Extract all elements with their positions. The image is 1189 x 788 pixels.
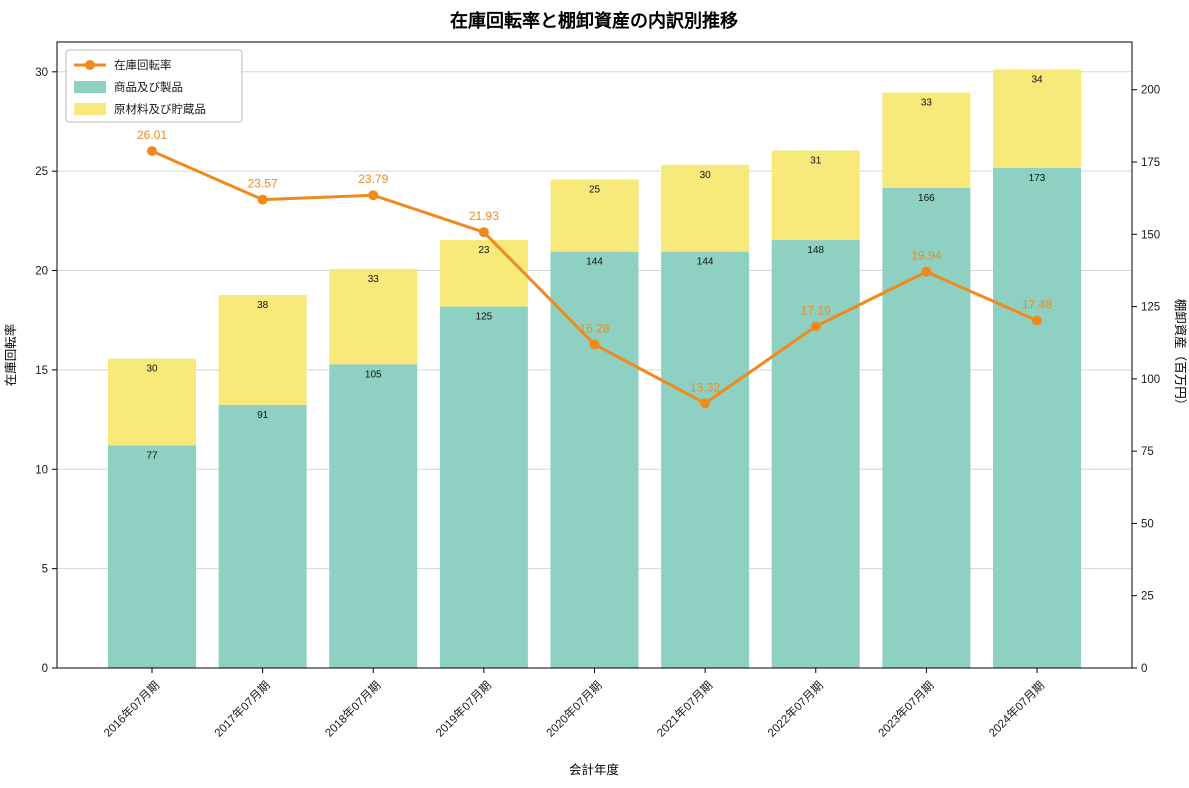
y-tick-label-left: 10 (35, 464, 48, 476)
line-value-label: 21.93 (469, 209, 499, 223)
line-value-label: 19.94 (911, 249, 941, 263)
bar-value-label: 38 (257, 300, 269, 311)
legend-item: 原材料及び貯蔵品 (74, 102, 206, 116)
x-tick-label: 2017年07月期 (211, 678, 272, 739)
y-tick-label-right: 175 (1141, 157, 1160, 169)
line-value-label: 17.19 (801, 303, 831, 317)
bar-segment (439, 306, 528, 668)
bar-value-label: 105 (365, 369, 382, 380)
y-tick-label-right: 75 (1141, 446, 1154, 458)
legend-box (65, 49, 243, 123)
chart-title: 在庫回転率と棚卸資産の内訳別推移 (450, 10, 738, 31)
y-tick-label-left: 5 (42, 564, 48, 576)
bar-segment (108, 358, 196, 446)
bar-segment (993, 167, 1081, 668)
line-point (921, 266, 932, 277)
bar-segment (661, 164, 750, 252)
y-tick-label-left: 25 (35, 166, 48, 178)
bar-segment (218, 295, 307, 405)
bar-value-label: 173 (1029, 173, 1046, 184)
bar-value-label: 34 (1031, 74, 1043, 85)
line-value-label: 13.32 (690, 380, 720, 394)
y-tick-label-right: 100 (1141, 374, 1160, 386)
line-point (478, 227, 489, 238)
bar-segment (550, 179, 639, 252)
legend-swatch (74, 103, 106, 115)
bar-segment (329, 268, 418, 365)
bar-value-label: 125 (476, 312, 493, 323)
y-tick-label-left: 30 (35, 67, 48, 79)
line-value-label: 23.79 (358, 172, 388, 186)
bar-value-label: 23 (478, 245, 490, 256)
y-tick-label-right: 150 (1141, 229, 1160, 241)
y-tick-label-left: 0 (42, 663, 48, 675)
x-tick-label: 2019年07月期 (433, 678, 494, 739)
x-tick-label: 2024年07月期 (986, 678, 1047, 739)
line-point (147, 146, 157, 157)
bar-segment (218, 404, 307, 668)
line-point (589, 339, 600, 350)
legend-label: 原材料及び貯蔵品 (114, 102, 206, 116)
y-axis-left-label: 在庫回転率 (3, 324, 18, 387)
y-axis-right-label: 棚卸資産（百万円） (1173, 299, 1188, 412)
bar-segment (108, 445, 196, 668)
legend-item: 在庫回転率 (74, 58, 172, 72)
bar-segment (661, 251, 750, 668)
y-tick-label-right: 125 (1141, 302, 1160, 314)
line-point (810, 321, 821, 332)
legend-marker (85, 60, 95, 70)
bar-segment (882, 92, 971, 189)
line-point (257, 194, 268, 205)
bar-value-label: 31 (810, 155, 822, 166)
line-value-label: 16.28 (579, 321, 609, 335)
legend-item: 商品及び製品 (74, 80, 183, 94)
legend-label: 商品及び製品 (114, 80, 183, 94)
x-tick-label: 2021年07月期 (654, 678, 715, 739)
bar-value-label: 144 (697, 257, 714, 268)
x-tick-label: 2023年07月期 (875, 678, 936, 739)
bar-segment (550, 251, 639, 668)
y-tick-label-right: 0 (1141, 663, 1147, 675)
bar-segment (771, 150, 860, 241)
line-point (1032, 315, 1042, 326)
bar-value-label: 30 (146, 364, 158, 375)
y-tick-label-right: 25 (1141, 591, 1154, 603)
bar-value-label: 30 (700, 170, 712, 181)
bar-value-label: 91 (257, 410, 269, 421)
bar-value-label: 33 (921, 98, 933, 109)
line-value-label: 23.57 (248, 177, 278, 191)
y-tick-label-left: 20 (35, 266, 48, 278)
line-value-label: 26.01 (137, 128, 167, 142)
x-tick-label: 2022年07月期 (764, 678, 825, 739)
y-tick-label-left: 15 (35, 365, 48, 377)
y-tick-label-right: 50 (1141, 518, 1154, 530)
bar-value-label: 33 (368, 274, 380, 285)
x-axis-label: 会計年度 (569, 762, 620, 777)
bar-segment (439, 240, 528, 307)
legend-label: 在庫回転率 (114, 58, 172, 72)
bar-segment (993, 69, 1081, 168)
bar-segment (329, 364, 418, 668)
line-value-label: 17.48 (1022, 298, 1052, 312)
bar-value-label: 166 (918, 193, 935, 204)
x-tick-label: 2020年07月期 (543, 678, 604, 739)
x-tick-label: 2018年07月期 (322, 678, 383, 739)
legend-swatch (74, 81, 106, 93)
bar-value-label: 144 (586, 257, 603, 268)
bar-value-label: 77 (146, 450, 158, 461)
line-point (700, 398, 711, 409)
y-tick-label-right: 200 (1141, 85, 1160, 97)
line-point (368, 190, 379, 201)
bar-value-label: 148 (807, 245, 824, 256)
bar-value-label: 25 (589, 184, 601, 195)
x-tick-label: 2016年07月期 (101, 678, 162, 739)
